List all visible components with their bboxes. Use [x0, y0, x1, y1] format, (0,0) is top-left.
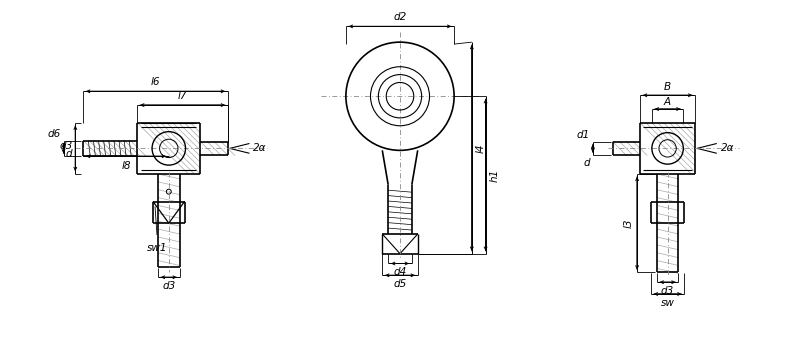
Text: d3: d3: [661, 286, 674, 296]
Text: sw1: sw1: [146, 243, 167, 253]
Text: d: d: [66, 149, 72, 159]
Text: d1: d1: [577, 130, 590, 140]
Text: l8: l8: [122, 161, 130, 171]
Text: B: B: [664, 82, 671, 92]
Text: sw: sw: [661, 298, 674, 308]
Text: h1: h1: [490, 168, 499, 182]
Text: l4: l4: [476, 143, 486, 153]
Text: 2α: 2α: [254, 143, 267, 153]
Text: A: A: [664, 97, 671, 107]
Text: d5: d5: [394, 279, 406, 289]
Text: d3: d3: [162, 281, 175, 291]
Text: l6: l6: [150, 77, 160, 87]
Text: d: d: [583, 158, 590, 168]
Text: l7: l7: [178, 91, 187, 101]
Text: d6: d6: [47, 129, 61, 139]
Text: d3: d3: [59, 141, 72, 151]
Text: 2α: 2α: [721, 143, 734, 153]
Text: d2: d2: [394, 12, 406, 22]
Text: d4: d4: [394, 267, 406, 277]
Text: l3: l3: [623, 218, 633, 228]
